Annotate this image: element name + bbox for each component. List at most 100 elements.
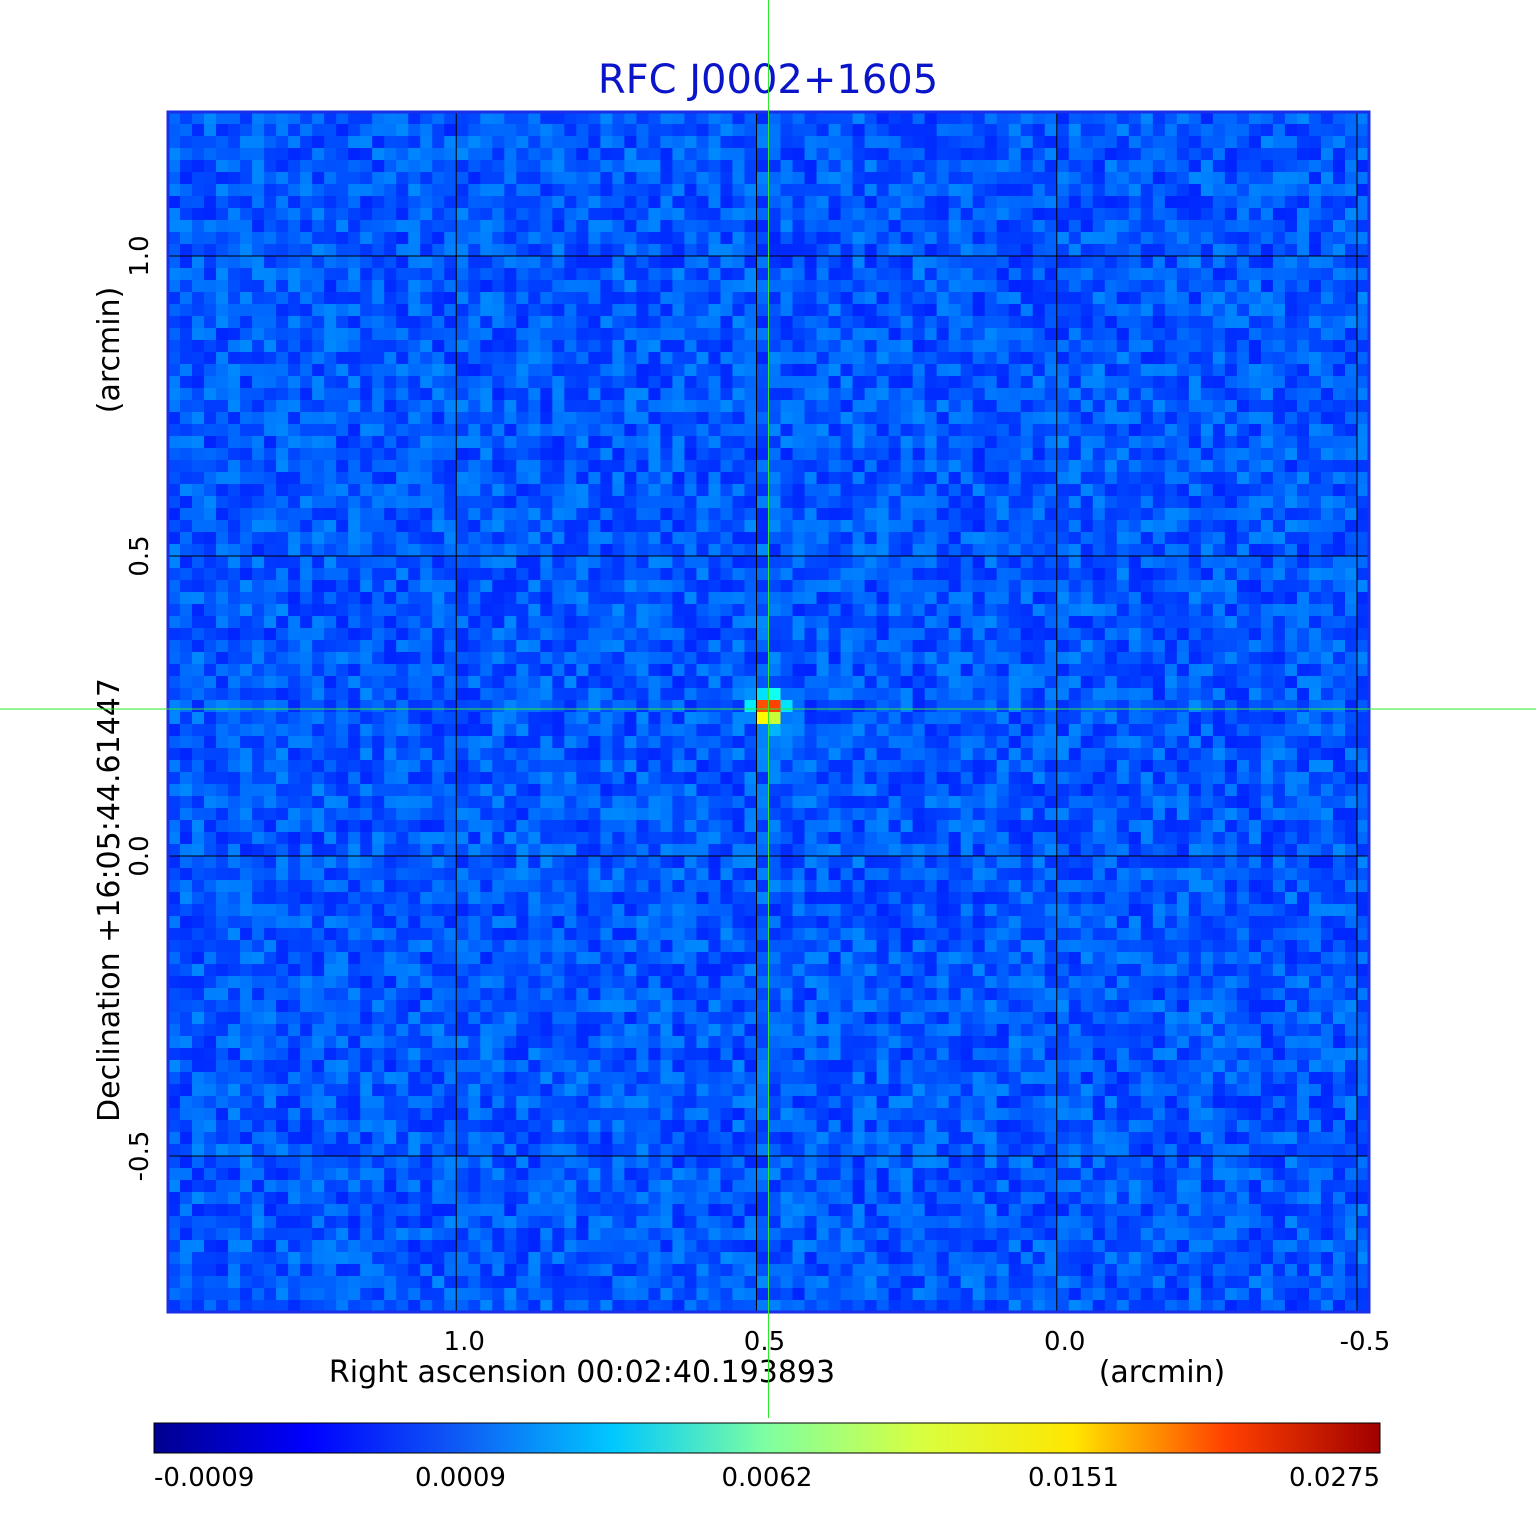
heat-cell bbox=[984, 496, 998, 509]
heat-cell bbox=[1320, 484, 1334, 497]
heat-cell bbox=[456, 328, 469, 341]
heat-cell bbox=[804, 268, 817, 281]
heat-cell bbox=[216, 676, 229, 689]
heat-cell bbox=[1356, 172, 1370, 185]
heat-cell bbox=[288, 472, 301, 485]
heat-cell bbox=[1356, 676, 1370, 689]
heat-cell bbox=[1008, 124, 1022, 137]
heat-cell bbox=[1176, 640, 1190, 653]
heat-cell bbox=[1272, 292, 1286, 305]
heat-cell bbox=[1248, 292, 1262, 305]
heat-cell bbox=[1056, 196, 1070, 209]
heat-cell bbox=[708, 244, 721, 257]
heat-cell bbox=[228, 136, 241, 149]
heat-cell bbox=[852, 268, 865, 281]
heat-cell bbox=[948, 436, 962, 449]
heat-cell bbox=[360, 448, 373, 461]
heat-cell bbox=[228, 556, 241, 569]
heat-cell bbox=[468, 352, 481, 365]
heat-cell bbox=[1020, 112, 1034, 125]
heat-cell bbox=[420, 148, 433, 161]
heat-cell bbox=[972, 316, 986, 329]
heat-cell bbox=[1008, 208, 1022, 221]
heat-cell bbox=[228, 160, 241, 173]
heat-cell bbox=[1080, 364, 1094, 377]
heat-cell bbox=[1164, 544, 1178, 557]
heat-cell bbox=[264, 364, 277, 377]
heat-cell bbox=[984, 136, 998, 149]
heat-cell bbox=[348, 628, 361, 641]
heat-cell bbox=[888, 676, 902, 689]
heat-cell bbox=[600, 340, 613, 353]
heat-cell bbox=[312, 328, 325, 341]
heat-cell bbox=[372, 640, 385, 653]
heat-cell bbox=[1140, 400, 1154, 413]
heat-cell bbox=[732, 244, 745, 257]
heat-cell bbox=[300, 196, 313, 209]
heat-cell bbox=[624, 592, 637, 605]
heat-cell bbox=[648, 652, 661, 665]
heat-cell bbox=[204, 280, 217, 293]
heat-cell bbox=[936, 232, 950, 245]
heat-cell bbox=[732, 436, 745, 449]
heat-cell bbox=[1104, 568, 1118, 581]
heat-cell bbox=[564, 676, 577, 689]
heat-cell bbox=[1344, 448, 1358, 461]
heat-cell bbox=[1020, 172, 1034, 185]
heat-cell bbox=[612, 340, 625, 353]
heat-cell bbox=[1236, 388, 1250, 401]
heat-cell bbox=[1236, 412, 1250, 425]
heat-cell bbox=[1224, 136, 1238, 149]
heat-cell bbox=[1104, 220, 1118, 233]
heat-cell bbox=[648, 424, 661, 437]
heat-cell bbox=[912, 640, 926, 653]
heat-cell bbox=[1080, 184, 1094, 197]
heat-cell bbox=[1044, 136, 1058, 149]
heat-cell bbox=[912, 388, 926, 401]
heat-cell bbox=[492, 220, 505, 233]
heat-cell bbox=[264, 460, 277, 473]
heat-cell bbox=[804, 208, 817, 221]
heat-cell bbox=[228, 316, 241, 329]
heat-cell bbox=[336, 628, 349, 641]
heat-cell bbox=[864, 340, 877, 353]
heat-cell bbox=[912, 340, 926, 353]
heat-cell bbox=[1356, 628, 1370, 641]
heat-cell bbox=[552, 448, 565, 461]
heat-cell bbox=[1356, 448, 1370, 461]
heat-cell bbox=[1200, 340, 1214, 353]
heat-cell bbox=[1176, 580, 1190, 593]
heat-cell bbox=[168, 112, 181, 125]
heat-cell bbox=[276, 568, 289, 581]
heat-cell bbox=[324, 556, 337, 569]
heat-cell bbox=[996, 556, 1010, 569]
heat-cell bbox=[756, 220, 769, 233]
heat-cell bbox=[792, 124, 805, 137]
heat-cell bbox=[252, 688, 265, 701]
heat-cell bbox=[948, 232, 962, 245]
heat-cell bbox=[552, 616, 565, 629]
heat-cell bbox=[708, 136, 721, 149]
heat-cell bbox=[972, 484, 986, 497]
heat-cell bbox=[936, 580, 950, 593]
heat-cell bbox=[768, 592, 781, 605]
heat-cell bbox=[492, 148, 505, 161]
heat-cell bbox=[300, 604, 313, 617]
heat-cell bbox=[1296, 304, 1310, 317]
heat-cell bbox=[432, 328, 445, 341]
heat-cell bbox=[756, 184, 769, 197]
heat-cell bbox=[660, 676, 673, 689]
heat-cell bbox=[936, 436, 950, 449]
heat-cell bbox=[1140, 184, 1154, 197]
heat-cell bbox=[576, 616, 589, 629]
heat-cell bbox=[588, 544, 601, 557]
heat-cell bbox=[720, 568, 733, 581]
heat-cell bbox=[1200, 700, 1214, 713]
heat-cell bbox=[1104, 196, 1118, 209]
heat-cell bbox=[672, 292, 685, 305]
heat-cell bbox=[588, 112, 601, 125]
heat-cell bbox=[864, 268, 877, 281]
heat-cell bbox=[1272, 676, 1286, 689]
heat-cell bbox=[312, 676, 325, 689]
heat-cell bbox=[864, 172, 877, 185]
